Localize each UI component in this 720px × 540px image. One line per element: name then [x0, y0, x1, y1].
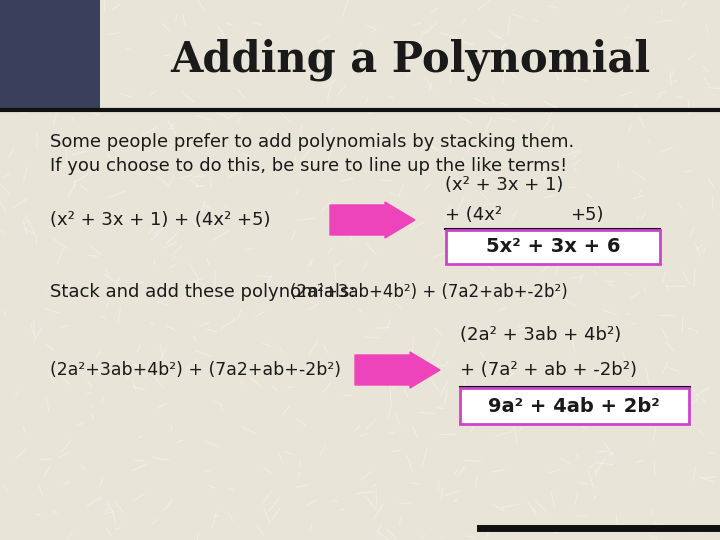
FancyArrow shape: [355, 352, 440, 388]
Text: (2a²+3ab+4b²) + (7a2+ab+-2b²): (2a²+3ab+4b²) + (7a2+ab+-2b²): [290, 283, 568, 301]
Text: If you choose to do this, be sure to line up the like terms!: If you choose to do this, be sure to lin…: [50, 157, 567, 175]
Text: (2a² + 3ab + 4b²): (2a² + 3ab + 4b²): [460, 326, 621, 344]
Text: + (7a² + ab + -2b²): + (7a² + ab + -2b²): [460, 361, 637, 379]
Text: +5): +5): [570, 206, 603, 224]
Text: Some people prefer to add polynomials by stacking them.: Some people prefer to add polynomials by…: [50, 133, 575, 151]
FancyArrow shape: [330, 202, 415, 238]
Text: (x² + 3x + 1): (x² + 3x + 1): [445, 176, 563, 194]
FancyBboxPatch shape: [0, 0, 100, 110]
Text: 9a² + 4ab + 2b²: 9a² + 4ab + 2b²: [488, 396, 660, 415]
Text: (2a²+3ab+4b²) + (7a2+ab+-2b²): (2a²+3ab+4b²) + (7a2+ab+-2b²): [50, 361, 341, 379]
FancyBboxPatch shape: [446, 230, 660, 264]
Text: 5x² + 3x + 6: 5x² + 3x + 6: [486, 238, 620, 256]
Text: + (4x²: + (4x²: [445, 206, 502, 224]
FancyBboxPatch shape: [460, 388, 689, 424]
Text: Adding a Polynomial: Adding a Polynomial: [170, 39, 650, 81]
Text: (x² + 3x + 1) + (4x² +5): (x² + 3x + 1) + (4x² +5): [50, 211, 271, 229]
Text: Stack and add these polynomials:: Stack and add these polynomials:: [50, 283, 356, 301]
